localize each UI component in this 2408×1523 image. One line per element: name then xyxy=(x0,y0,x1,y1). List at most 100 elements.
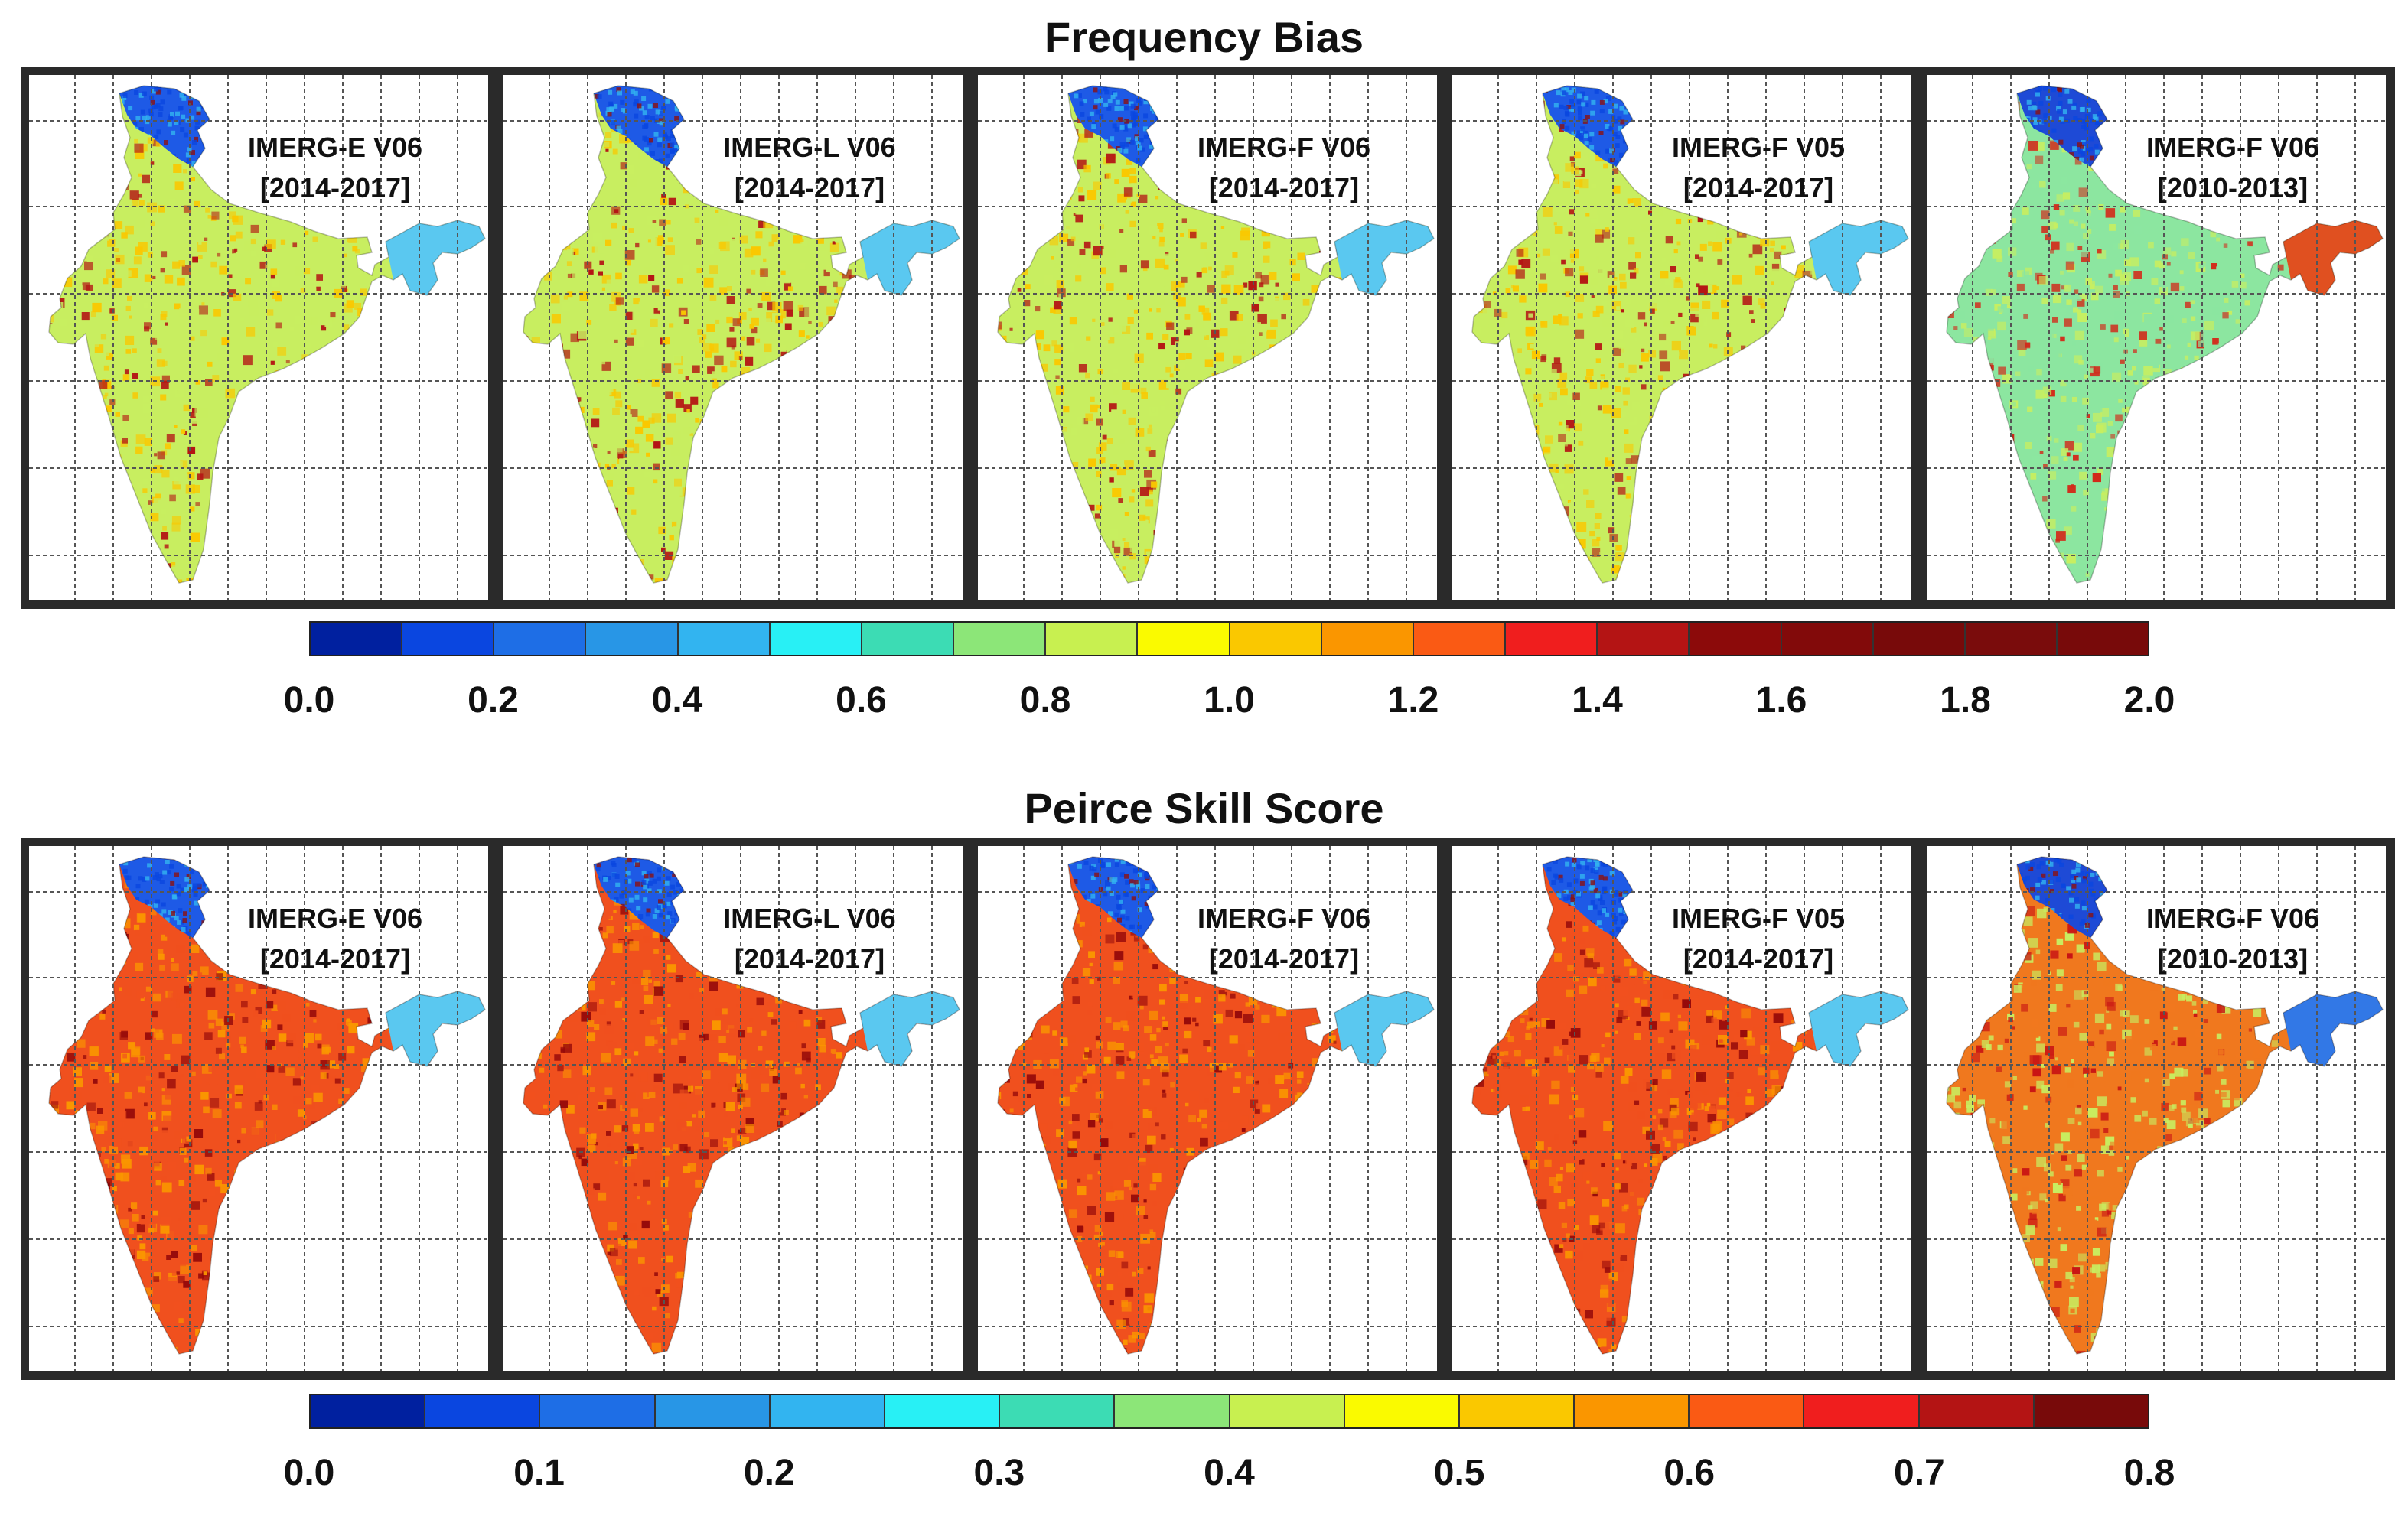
colorbar-tick-label: 0.2 xyxy=(743,1453,795,1493)
northern-region xyxy=(119,86,210,167)
colorbar-tick-label: 1.8 xyxy=(1940,680,1991,721)
colorbar-tick-label: 0.1 xyxy=(513,1453,565,1493)
north-east-region xyxy=(386,991,485,1066)
northern-region xyxy=(1068,857,1158,938)
colorbar-tick-label: 2.0 xyxy=(2123,680,2175,721)
colorbar-segment xyxy=(2034,1395,2148,1427)
product-name: IMERG-L V06 xyxy=(723,132,896,163)
period-label: [2014-2017] xyxy=(259,172,411,203)
india-map xyxy=(29,75,488,600)
north-east-region xyxy=(2283,991,2383,1066)
colorbar-tick-label: 0.4 xyxy=(651,680,703,721)
figure-title-frequency-bias: Frequency Bias xyxy=(1044,13,1364,61)
panel-label: IMERG-F V06 [2010-2013] xyxy=(2118,127,2348,208)
colorbar-tick-label: 0.4 xyxy=(1204,1453,1255,1493)
colorbar-tick-label: 0.8 xyxy=(1019,680,1071,721)
map-panel: IMERG-L V06 [2014-2017] xyxy=(503,75,963,600)
panel-label: IMERG-F V05 [2014-2017] xyxy=(1644,127,1873,208)
colorbar-tick-label: 1.2 xyxy=(1387,680,1439,721)
lat-lon-grid xyxy=(1452,846,1911,1371)
colorbar-segment xyxy=(1230,1395,1345,1427)
colorbar-tick-label: 0.2 xyxy=(468,680,519,721)
period-label: [2014-2017] xyxy=(1208,943,1360,975)
india-map xyxy=(503,846,963,1371)
figure-title-peirce-skill-score: Peirce Skill Score xyxy=(1024,784,1384,832)
colorbar-tick-label: 0.0 xyxy=(283,680,335,721)
colorbar-segment xyxy=(1804,1395,1920,1427)
colorbar-segment xyxy=(655,1395,771,1427)
colorbar-tick-label: 0.6 xyxy=(836,680,887,721)
colorbar-segment xyxy=(770,1395,885,1427)
north-east-region xyxy=(1334,991,1434,1066)
lat-lon-grid xyxy=(29,846,488,1371)
north-east-region xyxy=(1809,991,1908,1066)
colorbar-segment xyxy=(1344,1395,1460,1427)
colorbar-segment xyxy=(1046,623,1139,655)
map-panel: IMERG-L V06 [2014-2017] xyxy=(503,846,963,1371)
panel-label: IMERG-F V06 [2014-2017] xyxy=(1169,898,1399,979)
period-label: [2010-2013] xyxy=(2157,943,2309,975)
map-panel: IMERG-E V06 [2014-2017] xyxy=(29,846,488,1371)
panel-label: IMERG-E V06 [2014-2017] xyxy=(220,127,450,208)
map-panel: IMERG-F V05 [2014-2017] xyxy=(1452,846,1911,1371)
colorbar-segment xyxy=(540,1395,656,1427)
india-landmass xyxy=(49,857,485,1354)
india-map xyxy=(978,75,1437,600)
peirce-skill-score-panels: IMERG-E V06 [2014-2017] IMERG-L V06 [2014-2… xyxy=(21,838,2395,1380)
colorbar-segment xyxy=(1575,1395,1690,1427)
colorbar-segment xyxy=(1690,1395,1805,1427)
colorbar-segment xyxy=(954,623,1047,655)
period-label: [2010-2013] xyxy=(2157,172,2309,203)
north-east-region xyxy=(2283,220,2383,295)
product-name: IMERG-E V06 xyxy=(247,903,423,934)
panel-label: IMERG-F V05 [2014-2017] xyxy=(1644,898,1873,979)
india-map xyxy=(1927,846,2386,1371)
peirce-skill-score-colorbar xyxy=(309,1394,2149,1429)
colorbar-segment xyxy=(1230,623,1322,655)
colorbar-segment xyxy=(1781,623,1874,655)
colorbar-segment xyxy=(678,623,771,655)
india-landmass xyxy=(998,857,1434,1354)
period-label: [2014-2017] xyxy=(1208,172,1360,203)
colorbar-segment xyxy=(1138,623,1230,655)
colorbar-segment xyxy=(1965,623,2058,655)
colorbar-segment xyxy=(2057,623,2149,655)
colorbar-tick-label: 0.7 xyxy=(1894,1453,1945,1493)
frequency-bias-colorbar-ticks: 0.0 0.2 0.4 0.6 0.8 1.0 1.2 1.4 1.6 1.8 2.0 xyxy=(0,679,2408,725)
colorbar-tick-label: 1.0 xyxy=(1204,680,1255,721)
frequency-bias-colorbar xyxy=(309,621,2149,656)
lat-lon-grid xyxy=(29,75,488,600)
colorbar-segment xyxy=(586,623,679,655)
colorbar-segment xyxy=(1919,1395,2035,1427)
north-east-region xyxy=(386,220,485,295)
india-map xyxy=(1452,75,1911,600)
panel-label: IMERG-L V06 [2014-2017] xyxy=(695,898,924,979)
india-map xyxy=(1452,846,1911,1371)
colorbar-segment xyxy=(425,1395,541,1427)
colorbar-segment xyxy=(1459,1395,1575,1427)
lat-lon-grid xyxy=(1452,75,1911,600)
panel-label: IMERG-F V06 [2010-2013] xyxy=(2118,898,2348,979)
product-name: IMERG-L V06 xyxy=(723,903,896,934)
period-label: [2014-2017] xyxy=(734,172,885,203)
northern-region xyxy=(1543,857,1633,938)
north-east-region xyxy=(1809,220,1908,295)
colorbar-tick-label: 0.3 xyxy=(973,1453,1025,1493)
colorbar-tick-label: 1.6 xyxy=(1755,680,1807,721)
period-label: [2014-2017] xyxy=(259,943,411,975)
colorbar-tick-label: 0.5 xyxy=(1433,1453,1485,1493)
india-map xyxy=(1927,75,2386,600)
colorbar-segment xyxy=(1413,623,1507,655)
product-name: IMERG-F V06 xyxy=(1197,903,1371,934)
colorbar-segment xyxy=(311,623,403,655)
lat-lon-grid xyxy=(978,75,1437,600)
lat-lon-grid xyxy=(978,846,1437,1371)
map-panel: IMERG-F V06 [2010-2013] xyxy=(1927,846,2386,1371)
peirce-skill-score-colorbar-ticks: 0.0 0.1 0.2 0.3 0.4 0.5 0.6 0.7 0.8 xyxy=(0,1452,2408,1498)
map-panel: IMERG-F V05 [2014-2017] xyxy=(1452,75,1911,600)
product-name: IMERG-F V05 xyxy=(1671,132,1846,163)
map-panel: IMERG-E V06 [2014-2017] xyxy=(29,75,488,600)
colorbar-segment xyxy=(1598,623,1690,655)
colorbar-segment xyxy=(1115,1395,1230,1427)
period-label: [2014-2017] xyxy=(1683,172,1834,203)
